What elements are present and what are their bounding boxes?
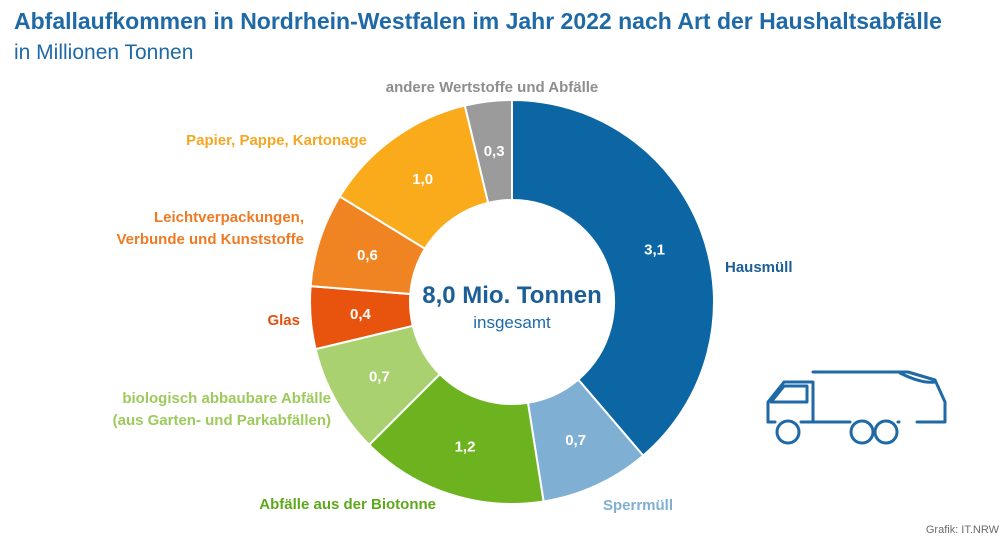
- category-labels: Hausmüll Sperrmüll Abfälle aus der Bioto…: [113, 79, 793, 514]
- slice-value-label: 0,7: [565, 432, 586, 449]
- category-label-gartenabfaelle: biologisch abbaubare Abfälle (aus Garten-…: [113, 390, 331, 429]
- category-label-hausmuell: Hausmüll: [725, 259, 793, 276]
- category-label-sperrmuell: Sperrmüll: [603, 497, 673, 514]
- category-label-papier: Papier, Pappe, Kartonage: [186, 132, 367, 149]
- slice-value-label: 3,1: [644, 241, 665, 258]
- slice-value-label: 0,3: [484, 143, 505, 160]
- slice-value-label: 0,4: [350, 306, 372, 323]
- garbage-truck-icon: [766, 370, 947, 445]
- slice-value-label: 0,6: [357, 247, 378, 264]
- category-label-leichtverpackungen: Leichtverpackungen, Verbunde und Kunststo…: [117, 209, 305, 248]
- chart-title: Abfallaufkommen in Nordrhein-Westfalen i…: [14, 8, 942, 34]
- chart-subtitle: in Millionen Tonnen: [14, 41, 194, 64]
- category-label-andere: andere Wertstoffe und Abfälle: [386, 79, 599, 96]
- donut-slices: [309, 98, 715, 505]
- donut-slice: [463, 98, 513, 205]
- slice-value-label: 1,0: [412, 171, 433, 188]
- center-subtitle: insgesamt: [473, 313, 551, 332]
- donut-slice: [511, 98, 715, 458]
- source-credit: Grafik: IT.NRW: [925, 524, 999, 536]
- slice-value-label: 1,2: [455, 439, 476, 456]
- category-label-glas: Glas: [267, 312, 300, 329]
- center-total: 8,0 Mio. Tonnen: [422, 282, 602, 309]
- slice-value-label: 0,7: [369, 368, 390, 385]
- slice-value-labels: 3,1 0,7 1,2 0,7 0,4 0,6 1,0 0,3: [350, 143, 665, 456]
- category-label-biotonne: Abfälle aus der Biotonne: [259, 496, 436, 513]
- donut-slice: [367, 372, 545, 505]
